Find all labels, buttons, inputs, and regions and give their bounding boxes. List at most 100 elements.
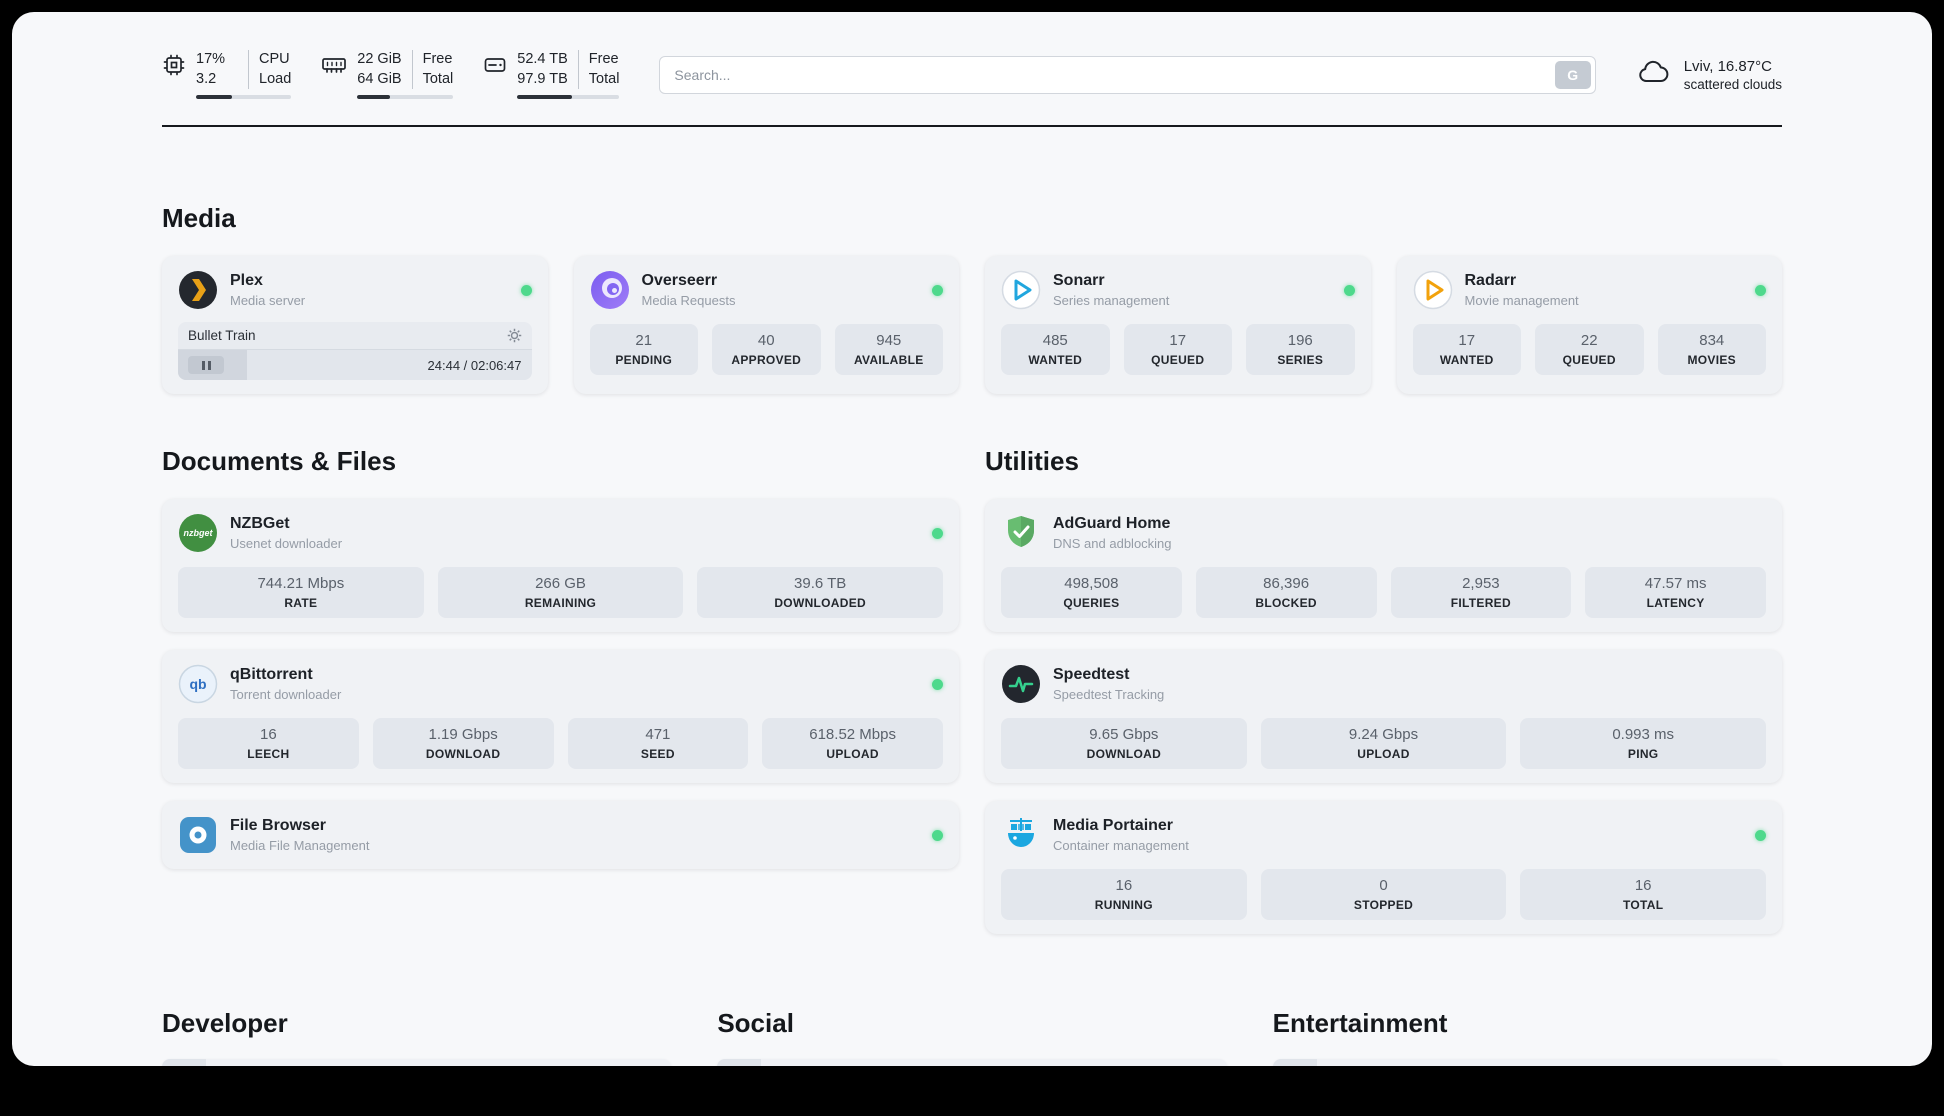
- portainer-icon: [1001, 815, 1041, 855]
- app-card-speedtest[interactable]: Speedtest Speedtest Tracking 9.65 Gbps D…: [985, 650, 1782, 784]
- memory-readout: 22 GiB 64 GiB Free Total: [357, 50, 454, 100]
- stat-running: 16 RUNNING: [1001, 869, 1247, 921]
- stat-label: BLOCKED: [1255, 596, 1317, 611]
- stat-value: 40: [757, 332, 775, 350]
- app-subtitle: Movie management: [1464, 293, 1579, 309]
- stat-rate: 744.21 Mbps RATE: [178, 567, 424, 619]
- bookmark-abbr: GH: [162, 1059, 206, 1066]
- adguard-icon: [1001, 513, 1041, 553]
- app-header: Sonarr Series management: [1001, 270, 1355, 310]
- stat-label: REMAINING: [524, 596, 597, 611]
- app-card-qbittorrent[interactable]: qb qBittorrent Torrent downloader: [162, 650, 959, 784]
- topbar: 17% 3.2 CPU Load: [162, 50, 1782, 100]
- search-engine-button[interactable]: G: [1554, 60, 1591, 89]
- stat-total: 16 TOTAL: [1520, 869, 1767, 921]
- stat-queued: 22 QUEUED: [1535, 324, 1644, 376]
- bookmark-youtube[interactable]: YT YouTube youtube.com: [1272, 1059, 1782, 1066]
- stat-value: 47.57 ms: [1644, 575, 1707, 593]
- stat-value: 196: [1287, 332, 1313, 350]
- stat-value: 1.19 Gbps: [428, 726, 498, 744]
- stat-label: RATE: [284, 596, 318, 611]
- stat-upload: 618.52 Mbps UPLOAD: [762, 718, 943, 770]
- cpu-label: CPU: [259, 51, 290, 67]
- memory-free-label: Free: [422, 51, 453, 67]
- app-header: Media Portainer Container management: [1001, 815, 1766, 855]
- stat-available: 945 AVAILABLE: [834, 324, 943, 376]
- stat-value: 0.993 ms: [1612, 726, 1675, 744]
- stat-value: 498,508: [1064, 575, 1119, 593]
- cpu-progress-bar: [196, 95, 292, 100]
- search-input[interactable]: [659, 55, 1596, 94]
- stat-filtered: 2,953 FILTERED: [1390, 567, 1572, 619]
- stat-value: 21: [635, 332, 653, 350]
- status-dot: [1343, 284, 1355, 296]
- stat-downloaded: 39.6 TB DOWNLOADED: [697, 567, 944, 619]
- cloud-icon: [1636, 57, 1672, 92]
- stat-label: SEED: [640, 747, 675, 762]
- stat-wanted: 485 WANTED: [1001, 324, 1110, 376]
- app-subtitle: Series management: [1053, 293, 1170, 309]
- app-name: NZBGet: [230, 515, 290, 533]
- app-card-portainer[interactable]: Media Portainer Container management 16 …: [985, 801, 1782, 935]
- app-card-overseerr[interactable]: Overseerr Media Requests 21 PENDING 40 A…: [573, 256, 959, 395]
- bookmarks-social: Social LI LinkedIn linkedin.com TW Twitt…: [717, 1008, 1227, 1066]
- cpu-load-value: 3.2: [196, 70, 217, 87]
- stats-row: 17 WANTED 22 QUEUED 834 MOVIES: [1412, 324, 1766, 376]
- stats-row: 744.21 Mbps RATE 266 GB REMAINING 39.6 T…: [178, 567, 944, 619]
- stat-value: 16: [260, 726, 277, 744]
- stat-remaining: 266 GB REMAINING: [437, 567, 684, 619]
- cpu-widget: 17% 3.2 CPU Load: [162, 50, 292, 100]
- stat-label: QUEUED: [1151, 353, 1205, 368]
- app-subtitle: Torrent downloader: [230, 687, 342, 703]
- stat-label: SERIES: [1277, 353, 1324, 368]
- app-card-nzbget[interactable]: nzbget NZBGet Usenet downloader 74: [162, 499, 959, 633]
- bookmark-linkedin[interactable]: LI LinkedIn linkedin.com: [717, 1059, 1227, 1066]
- app-card-plex[interactable]: Plex Media server Bullet Train: [162, 256, 548, 395]
- playback-progress-bar[interactable]: 24:44 / 02:06:47: [178, 350, 532, 381]
- header-divider: [162, 125, 1782, 128]
- stat-movies: 834 MOVIES: [1657, 324, 1766, 376]
- status-dot: [1755, 284, 1766, 296]
- memory-total-label: Total: [422, 70, 454, 87]
- gear-icon[interactable]: [507, 328, 522, 343]
- app-name: Radarr: [1464, 272, 1517, 290]
- stat-label: UPLOAD: [1357, 747, 1410, 762]
- stat-approved: 40 APPROVED: [712, 324, 821, 376]
- bookmark-abbr: LI: [717, 1059, 762, 1066]
- pause-button[interactable]: [188, 356, 224, 375]
- memory-widget: 22 GiB 64 GiB Free Total: [321, 50, 454, 100]
- app-card-radarr[interactable]: Radarr Movie management 17 WANTED 22 QUE…: [1396, 256, 1782, 395]
- weather-widget: Lviv, 16.87°C scattered clouds: [1636, 57, 1782, 92]
- stat-value: 2,953: [1462, 575, 1500, 593]
- disk-total-label: Total: [588, 70, 620, 87]
- app-header: Speedtest Speedtest Tracking: [1001, 664, 1766, 704]
- bookmark-github[interactable]: GH Github github.com: [162, 1059, 672, 1066]
- app-header: Overseerr Media Requests: [590, 270, 943, 310]
- disk-progress-bar: [517, 95, 620, 100]
- section-title-social: Social: [717, 1008, 794, 1039]
- playback-time: 24:44 / 02:06:47: [427, 357, 522, 373]
- app-card-adguard[interactable]: AdGuard Home DNS and adblocking 498,508 …: [985, 499, 1782, 633]
- stat-value: 17: [1169, 332, 1187, 350]
- status-dot: [932, 284, 943, 296]
- disk-widget: 52.4 TB 97.9 TB Free Total: [483, 50, 620, 100]
- radarr-icon: [1413, 270, 1453, 310]
- stat-value: 834: [1699, 332, 1725, 350]
- app-card-sonarr[interactable]: Sonarr Series management 485 WANTED 17 Q…: [985, 256, 1371, 395]
- overseerr-icon: [590, 270, 630, 310]
- stat-value: 86,396: [1263, 575, 1310, 593]
- stats-row: 21 PENDING 40 APPROVED 945 AVAILABLE: [589, 324, 943, 376]
- app-card-filebrowser[interactable]: File Browser Media File Management: [162, 801, 959, 870]
- stat-label: STOPPED: [1353, 898, 1414, 913]
- cpu-icon: [162, 53, 186, 77]
- memory-icon: [321, 53, 347, 77]
- status-dot: [1755, 829, 1766, 841]
- app-name: Media Portainer: [1053, 817, 1174, 835]
- stats-row: 16 LEECH 1.19 Gbps DOWNLOAD 471 SEED: [178, 718, 943, 770]
- stat-value: 9.24 Gbps: [1348, 726, 1419, 744]
- app-name: qBittorrent: [230, 666, 313, 684]
- bookmarks-entertainment: Entertainment YT YouTube youtube.com NF …: [1272, 1008, 1782, 1066]
- stat-label: DOWNLOAD: [425, 747, 501, 762]
- section-title-documents: Documents & Files: [162, 446, 397, 477]
- stat-value: 16: [1634, 877, 1652, 895]
